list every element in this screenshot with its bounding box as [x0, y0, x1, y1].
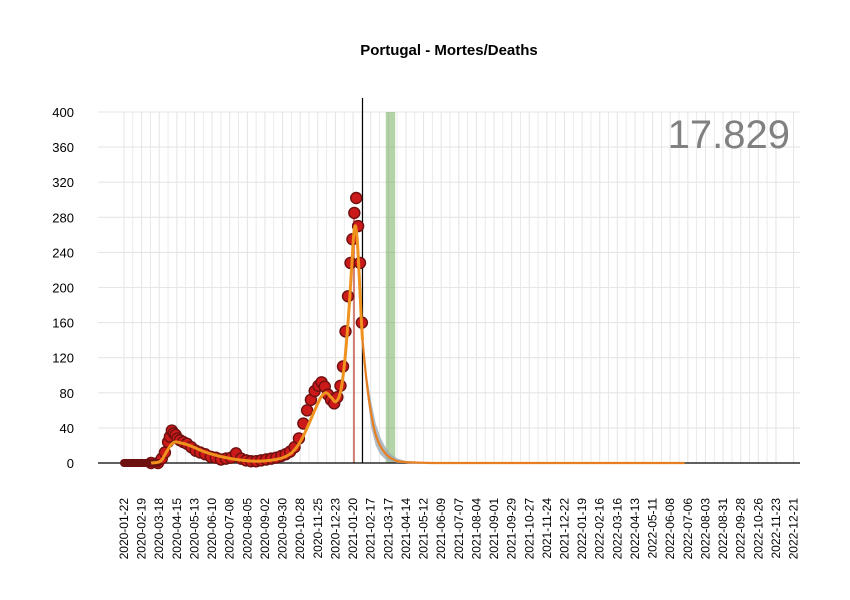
- x-tick-label: 2022-04-13: [628, 498, 642, 560]
- x-tick-label: 2022-06-08: [663, 498, 677, 560]
- x-tick-label: 2020-09-02: [258, 498, 272, 560]
- y-tick-label: 400: [52, 105, 74, 120]
- x-tick-label: 2020-08-05: [240, 498, 254, 560]
- x-tick-label: 2020-12-23: [328, 498, 342, 560]
- y-tick-label: 120: [52, 351, 74, 366]
- x-tick-label: 2022-08-03: [698, 498, 712, 560]
- x-tick-label: 2022-10-26: [751, 498, 765, 560]
- x-tick-label: 2020-01-22: [117, 498, 131, 560]
- y-tick-label: 200: [52, 281, 74, 296]
- y-tick-label: 320: [52, 175, 74, 190]
- x-tick-label: 2020-10-28: [293, 498, 307, 560]
- x-tick-label: 2021-09-01: [487, 498, 501, 560]
- x-tick-label: 2020-11-25: [311, 498, 325, 559]
- data-point: [348, 206, 361, 220]
- y-axis-ticks: 0 40 80 120 160 200 240 280 320 360 400: [52, 105, 74, 471]
- x-tick-label: 2021-11-24: [540, 498, 554, 559]
- x-tick-label: 2021-12-22: [558, 498, 572, 560]
- x-tick-label: 2021-02-17: [364, 498, 378, 560]
- x-tick-label: 2020-05-13: [187, 498, 201, 560]
- grid: [98, 111, 800, 464]
- total-deaths-label: 17.829: [668, 113, 790, 157]
- red-highlight-band: [353, 217, 355, 463]
- x-tick-label: 2022-08-31: [716, 498, 730, 560]
- y-tick-label: 80: [60, 386, 74, 401]
- trend-lines: [150, 224, 364, 465]
- y-tick-label: 160: [52, 316, 74, 331]
- x-axis-ticks: 2020-01-22 2020-02-19 2020-03-18 2020-04-15…: [117, 498, 801, 560]
- x-tick-label: 2022-02-16: [593, 498, 607, 560]
- y-tick-label: 40: [60, 421, 74, 436]
- x-tick-label: 2021-03-17: [381, 498, 395, 560]
- observed-points: [120, 191, 369, 470]
- x-tick-label: 2021-10-27: [522, 498, 536, 560]
- y-tick-label: 0: [67, 456, 74, 471]
- y-tick-label: 360: [52, 140, 74, 155]
- x-tick-label: 2021-04-14: [399, 498, 413, 560]
- x-tick-label: 2022-01-19: [575, 498, 589, 560]
- x-tick-label: 2022-05-11: [646, 498, 660, 559]
- y-tick-label: 240: [52, 245, 74, 260]
- x-tick-label: 2021-06-09: [434, 498, 448, 560]
- highlight-bands: [353, 112, 396, 463]
- x-tick-label: 2020-06-10: [205, 498, 219, 560]
- x-tick-label: 2022-12-21: [787, 498, 801, 560]
- y-tick-label: 280: [52, 210, 74, 225]
- x-tick-label: 2021-05-12: [417, 498, 431, 560]
- data-point: [350, 191, 363, 205]
- forecast-layer: [361, 340, 685, 465]
- x-tick-label: 2020-07-08: [223, 498, 237, 560]
- data-point: [339, 325, 352, 338]
- green-highlight-band: [385, 112, 396, 463]
- x-tick-label: 2022-03-16: [610, 498, 624, 560]
- x-tick-label: 2022-09-28: [734, 498, 748, 560]
- x-tick-label: 2021-07-07: [452, 498, 466, 560]
- data-point: [341, 290, 355, 303]
- smoothed-trend-line: [150, 224, 364, 465]
- chart-title: Portugal - Mortes/Deaths: [360, 42, 538, 59]
- x-tick-label: 2021-08-04: [469, 498, 483, 560]
- x-tick-label: 2021-01-20: [346, 498, 360, 560]
- x-tick-label: 2020-09-30: [276, 498, 290, 560]
- x-tick-label: 2022-11-23: [769, 498, 783, 559]
- forecast-line: [361, 340, 685, 465]
- data-point: [300, 404, 314, 417]
- x-tick-label: 2021-09-29: [505, 498, 519, 560]
- x-tick-label: 2020-02-19: [135, 498, 149, 560]
- x-tick-label: 2020-03-18: [152, 498, 166, 560]
- x-tick-label: 2022-07-06: [681, 498, 695, 560]
- forecast-confidence-band: [362, 340, 685, 463]
- x-tick-label: 2020-04-15: [170, 498, 184, 560]
